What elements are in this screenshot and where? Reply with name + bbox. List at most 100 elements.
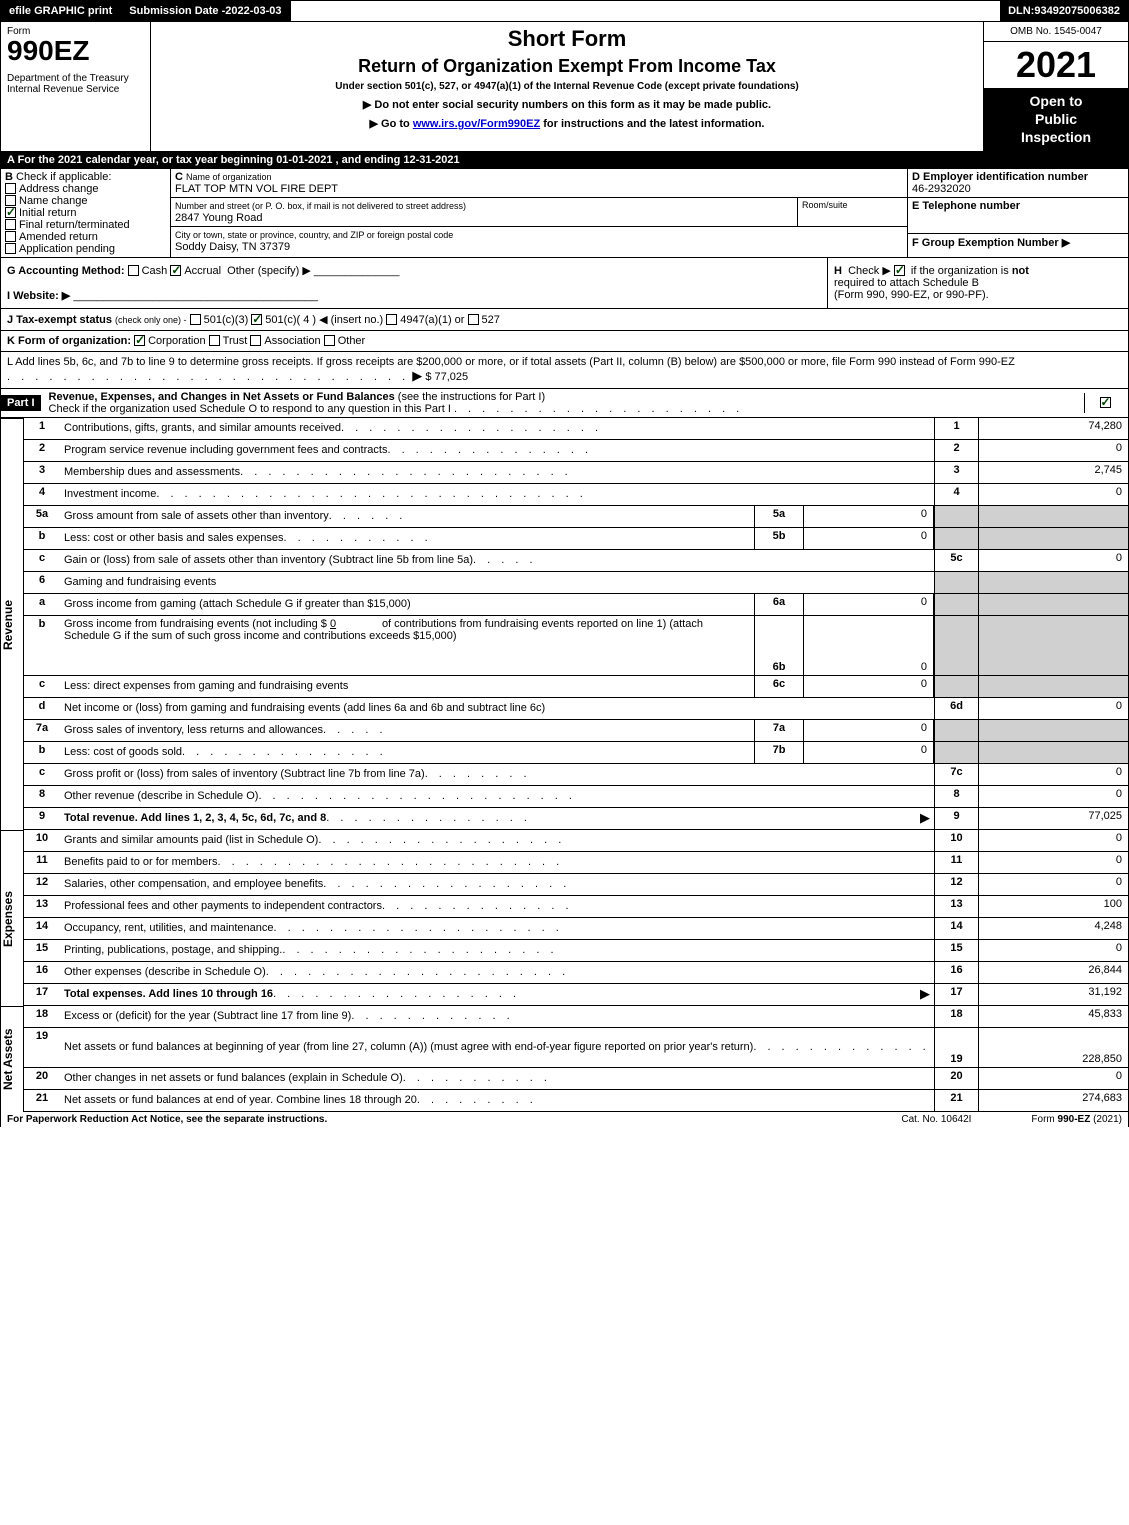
- sub-val: 0: [804, 720, 934, 741]
- checkbox-corp[interactable]: [134, 335, 145, 346]
- line-no: d: [24, 698, 60, 719]
- subdate-label: Submission Date -: [129, 5, 225, 17]
- line-1: 1 Contributions, gifts, grants, and simi…: [24, 418, 1129, 440]
- checkbox-initial-return[interactable]: [5, 207, 16, 218]
- checkbox-final-return[interactable]: [5, 219, 16, 230]
- line-no: 21: [24, 1090, 60, 1111]
- line-17: 17 Total expenses. Add lines 10 through …: [24, 984, 1129, 1006]
- line-box: 14: [934, 918, 978, 939]
- checkbox-scheduleo[interactable]: [1100, 397, 1111, 408]
- footer-cat: Cat. No. 10642I: [901, 1114, 971, 1125]
- checkbox-other[interactable]: [324, 335, 335, 346]
- h-text5: (Form 990, 990-EZ, or 990-PF).: [834, 289, 989, 301]
- form-number: 990EZ: [7, 37, 144, 65]
- line-box: 2: [934, 440, 978, 461]
- line-desc: Printing, publications, postage, and shi…: [64, 944, 282, 956]
- final-label: Final return/terminated: [19, 219, 130, 231]
- line-desc: Gaming and fundraising events: [64, 576, 216, 588]
- line-val: 77,025: [978, 808, 1128, 829]
- line-16: 16 Other expenses (describe in Schedule …: [24, 962, 1129, 984]
- line-7b: b Less: cost of goods sold . . . . . . .…: [24, 742, 1129, 764]
- checkbox-501c[interactable]: [251, 314, 262, 325]
- line-box: 6d: [934, 698, 978, 719]
- sub-box: 5a: [754, 506, 804, 527]
- line-desc: Gross income from gaming (attach Schedul…: [64, 598, 411, 610]
- line-val: 31,192: [978, 984, 1128, 1005]
- line-box: 20: [934, 1068, 978, 1089]
- shaded: [934, 528, 978, 549]
- line-desc: Other revenue (describe in Schedule O): [64, 790, 258, 802]
- line-box: 10: [934, 830, 978, 851]
- line-no: 14: [24, 918, 60, 939]
- revenue-block: Revenue 1 Contributions, gifts, grants, …: [0, 418, 1129, 830]
- k-trust: Trust: [223, 335, 248, 347]
- checkbox-assoc[interactable]: [250, 335, 261, 346]
- revenue-tab: Revenue: [0, 418, 24, 830]
- line-8: 8 Other revenue (describe in Schedule O)…: [24, 786, 1129, 808]
- line-val: 0: [978, 786, 1128, 807]
- line-6: 6 Gaming and fundraising events: [24, 572, 1129, 594]
- section-j: J Tax-exempt status (check only one) - 5…: [0, 309, 1129, 331]
- d-label: D Employer identification number: [912, 171, 1088, 183]
- c-name-label: Name of organization: [186, 172, 272, 182]
- section-l: L Add lines 5b, 6c, and 7b to line 9 to …: [0, 352, 1129, 389]
- line-no: 10: [24, 830, 60, 851]
- checkbox-cash[interactable]: [128, 265, 139, 276]
- e-label: E Telephone number: [912, 200, 1020, 212]
- line-desc: Net income or (loss) from gaming and fun…: [64, 702, 545, 714]
- omb-number: OMB No. 1545-0047: [984, 22, 1128, 42]
- room-suite-label: Room/suite: [797, 198, 907, 226]
- arrow-icon: ▶: [412, 368, 422, 383]
- line-desc: Occupancy, rent, utilities, and maintena…: [64, 922, 274, 934]
- shaded: [978, 676, 1128, 697]
- line-7c: c Gross profit or (loss) from sales of i…: [24, 764, 1129, 786]
- line-desc: Total revenue. Add lines 1, 2, 3, 4, 5c,…: [64, 812, 326, 824]
- line-val: 0: [978, 852, 1128, 873]
- part1-check-text: Check if the organization used Schedule …: [49, 403, 451, 415]
- line-val: 26,844: [978, 962, 1128, 983]
- checkbox-amended[interactable]: [5, 231, 16, 242]
- j-o1: 501(c)(3): [204, 314, 249, 326]
- line-val: 74,280: [978, 418, 1128, 439]
- checkbox-trust[interactable]: [209, 335, 220, 346]
- section-k: K Form of organization: Corporation Trus…: [0, 331, 1129, 352]
- j-o3: 4947(a)(1) or: [400, 314, 464, 326]
- line-4: 4 Investment income . . . . . . . . . . …: [24, 484, 1129, 506]
- shaded: [978, 506, 1128, 527]
- note2-pre: ▶ Go to: [370, 118, 413, 130]
- checkbox-accrual[interactable]: [170, 265, 181, 276]
- efile-print[interactable]: efile GRAPHIC print: [1, 1, 121, 21]
- line-no: 20: [24, 1068, 60, 1089]
- irs-label: Internal Revenue Service: [7, 84, 144, 95]
- line-no: 6: [24, 572, 60, 593]
- line-desc: Program service revenue including govern…: [64, 444, 387, 456]
- line-no: 2: [24, 440, 60, 461]
- sub-val: 0: [804, 616, 934, 675]
- checkbox-address-change[interactable]: [5, 183, 16, 194]
- line-desc: Net assets or fund balances at end of ye…: [64, 1094, 417, 1106]
- title-sub: Under section 501(c), 527, or 4947(a)(1)…: [157, 81, 977, 92]
- shaded: [934, 594, 978, 615]
- title-short-form: Short Form: [157, 26, 977, 52]
- app-pending-label: Application pending: [19, 243, 115, 255]
- line-desc: Total expenses. Add lines 10 through 16: [64, 988, 273, 1000]
- checkbox-4947[interactable]: [386, 314, 397, 325]
- irs-link[interactable]: www.irs.gov/Form990EZ: [413, 118, 540, 130]
- line-box: 9: [934, 808, 978, 829]
- line-val: 0: [978, 1068, 1128, 1089]
- checkbox-scheduleb[interactable]: [894, 265, 905, 276]
- l-amount: $ 77,025: [425, 371, 468, 383]
- line-box: 8: [934, 786, 978, 807]
- sub-box: 7a: [754, 720, 804, 741]
- checkbox-app-pending[interactable]: [5, 243, 16, 254]
- line-11: 11 Benefits paid to or for members . . .…: [24, 852, 1129, 874]
- checkbox-527[interactable]: [468, 314, 479, 325]
- line-val: 0: [978, 698, 1128, 719]
- line-no: 4: [24, 484, 60, 505]
- note-ssn: ▶ Do not enter social security numbers o…: [157, 98, 977, 111]
- l-text: L Add lines 5b, 6c, and 7b to line 9 to …: [7, 356, 1015, 368]
- dept-treasury: Department of the Treasury: [7, 73, 144, 84]
- initial-label: Initial return: [19, 207, 76, 219]
- checkbox-501c3[interactable]: [190, 314, 201, 325]
- header-center: Short Form Return of Organization Exempt…: [151, 22, 983, 151]
